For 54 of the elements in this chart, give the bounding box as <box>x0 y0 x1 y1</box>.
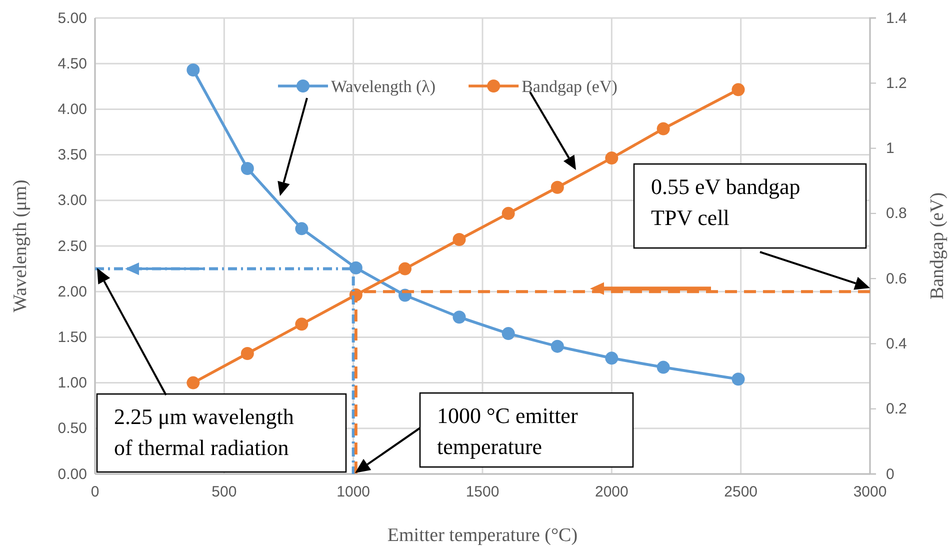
y2-tick-label: 0.6 <box>886 270 907 288</box>
y-tick-label: 1.50 <box>58 329 87 346</box>
point <box>186 376 200 390</box>
y2-axis-title: Bandgap (eV) <box>927 192 948 300</box>
point <box>605 352 618 365</box>
point <box>656 360 670 374</box>
y-tick-label: 3.00 <box>58 192 87 210</box>
point <box>240 346 254 360</box>
y2-tick-label: 0 <box>886 466 894 483</box>
point <box>732 372 745 386</box>
annotation: 0.55 eV bandgap TPV cell <box>651 174 800 230</box>
point <box>295 222 308 236</box>
y-tick-label: 3.50 <box>58 146 87 164</box>
point <box>656 122 670 136</box>
x-tick-label: 2500 <box>724 484 758 501</box>
annotation: 1000 °C emitter temperature <box>437 403 578 459</box>
y-tick-label: 0.50 <box>58 420 87 438</box>
x-tick-label: 3000 <box>853 484 887 501</box>
point <box>502 327 515 340</box>
point <box>186 63 200 76</box>
y-tick-label: 1.00 <box>58 374 87 392</box>
point <box>732 83 745 96</box>
y2-tick-label: 0.2 <box>886 400 907 418</box>
x-axis-title: Emitter temperature (°C) <box>387 525 578 546</box>
y-tick-label: 4.00 <box>58 101 87 118</box>
y-tick-label: 0.00 <box>58 466 87 483</box>
y-tick-label: 2.50 <box>58 238 87 255</box>
y2-tick-label: 1 <box>886 140 894 158</box>
y-tick-label: 2.00 <box>58 283 87 300</box>
y2-tick-label: 1.4 <box>886 10 907 27</box>
y2-tick-label: 0.8 <box>886 205 907 222</box>
x-tick-label: 1000 <box>336 484 370 501</box>
point <box>502 206 515 220</box>
x-tick-label: 1500 <box>466 484 500 501</box>
y-tick-label: 4.50 <box>58 55 87 72</box>
legend-label: Wavelength (λ) <box>331 77 436 96</box>
point <box>240 162 254 175</box>
legend-label: Bandgap (eV) <box>522 77 618 96</box>
point <box>349 261 362 274</box>
point <box>452 232 466 246</box>
x-tick-label: 2000 <box>594 484 628 501</box>
y-axis-title: Wavelength (μm) <box>10 180 31 312</box>
annotation: 2.25 μm wavelength of thermal radiation <box>114 404 294 460</box>
point <box>550 180 564 194</box>
x-tick-label: 500 <box>212 484 237 501</box>
point <box>452 310 466 324</box>
point <box>605 152 618 165</box>
y2-tick-label: 0.4 <box>886 336 907 353</box>
y-tick-label: 5.00 <box>58 10 87 27</box>
point <box>295 318 308 331</box>
x-tick-label: 0 <box>90 484 100 501</box>
point <box>550 340 564 353</box>
y2-tick-label: 1.2 <box>886 74 907 92</box>
point <box>398 262 412 276</box>
